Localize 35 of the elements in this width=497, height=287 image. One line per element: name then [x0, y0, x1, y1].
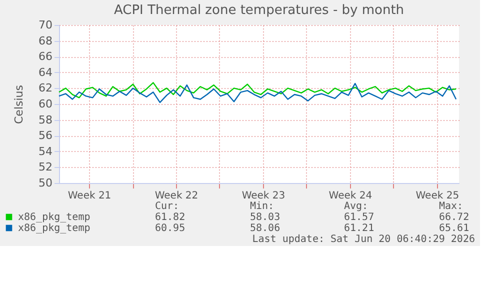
text: 66.72	[439, 212, 470, 223]
text: 58.06	[250, 223, 280, 234]
text: 61.82	[155, 212, 186, 223]
y-tick-label: 50	[38, 176, 52, 190]
text: 61.21	[344, 223, 374, 234]
y-tick-label: 58	[38, 113, 52, 126]
line-series	[58, 82, 457, 104]
text: Avg:	[344, 201, 368, 212]
text: Cur:	[155, 201, 180, 212]
y-tick-label: 56	[38, 129, 52, 142]
y-tick-label: 70	[38, 18, 52, 32]
y-tick-label: 60	[38, 98, 52, 110]
chart-title: ACPI Thermal zone temperatures - by month	[114, 3, 404, 18]
line-series	[58, 82, 457, 98]
legend-label: x86_pkg_temp	[18, 212, 90, 223]
text: Last update: Sat Jun 20 06:40:29 2026	[252, 234, 475, 245]
x-tick-label: Week 23	[242, 190, 286, 202]
y-tick-label: 66	[38, 50, 52, 64]
x-tick-label: Week 21	[68, 190, 112, 202]
legend-label: x86_pkg_temp	[18, 223, 90, 234]
y-tick-label: 64	[38, 66, 52, 79]
y-tick-label: 54	[38, 144, 52, 158]
x-tick-label: Week 25	[416, 190, 460, 202]
y-tick-label: 62	[38, 82, 52, 95]
text: Min:	[250, 201, 274, 212]
text: 58.03	[250, 212, 280, 223]
y-tick-label: 52	[38, 160, 52, 174]
x-tick-label: Week 24	[328, 190, 372, 202]
y-tick-label: 68	[38, 34, 52, 48]
text: 61.57	[344, 212, 374, 223]
y-axis-title: Celsius	[12, 84, 26, 124]
text: Max:	[439, 201, 464, 212]
text: 60.95	[155, 223, 186, 234]
text: 65.61	[439, 223, 470, 234]
x-tick-label: Week 22	[154, 190, 198, 202]
